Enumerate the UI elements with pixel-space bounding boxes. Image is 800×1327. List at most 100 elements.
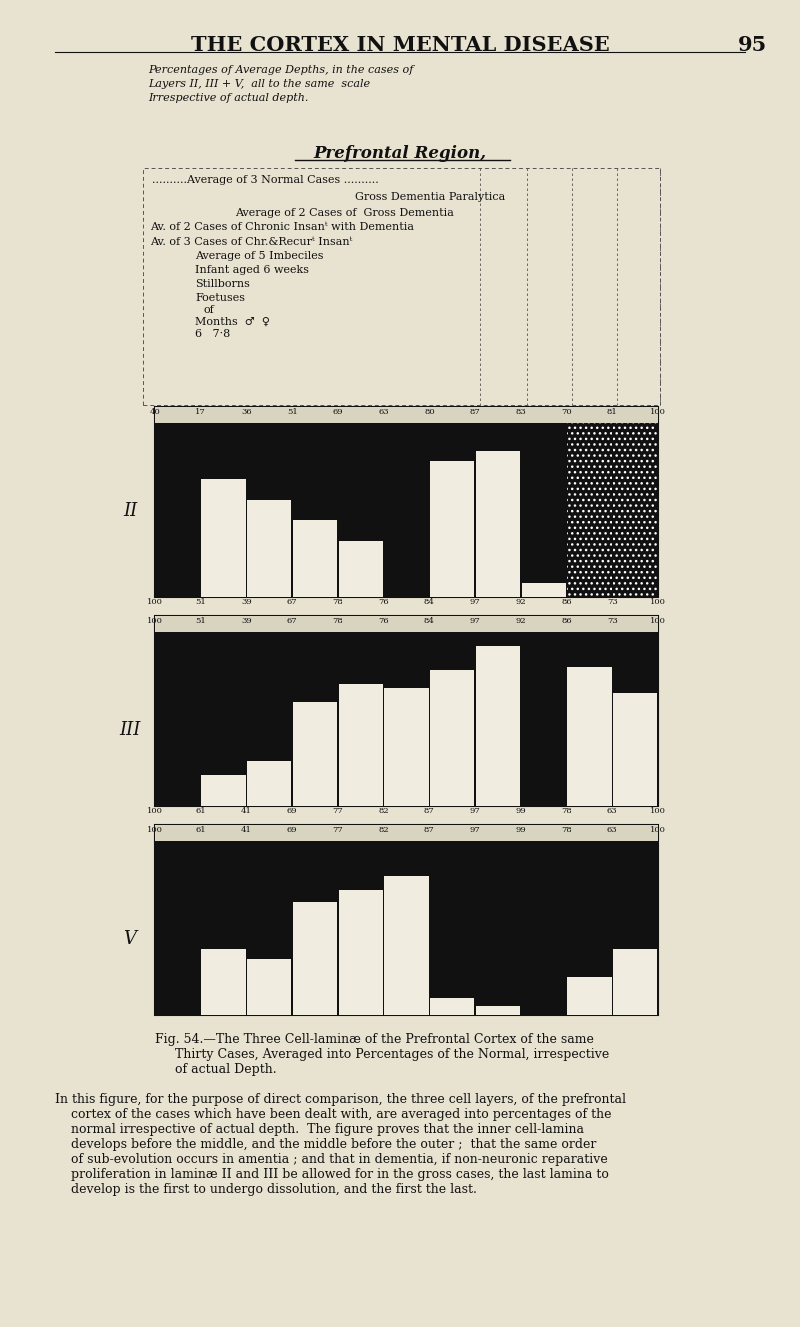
Bar — [430, 998, 474, 1015]
Text: 69: 69 — [287, 807, 298, 815]
Text: Foetuses: Foetuses — [195, 293, 245, 303]
Bar — [202, 479, 246, 597]
Text: 73: 73 — [607, 617, 618, 625]
Text: Prefrontal Region,: Prefrontal Region, — [314, 145, 486, 162]
Text: 100: 100 — [650, 807, 666, 815]
Text: of: of — [203, 305, 214, 314]
Bar — [155, 616, 658, 632]
Text: II: II — [123, 503, 137, 520]
Text: 77: 77 — [333, 807, 343, 815]
Text: 97: 97 — [470, 825, 481, 833]
Text: develops before the middle, and the middle before the outer ;  that the same ord: develops before the middle, and the midd… — [55, 1139, 596, 1151]
Bar — [155, 825, 658, 1015]
Text: 83: 83 — [515, 407, 526, 415]
Bar — [338, 889, 383, 1015]
Text: 84: 84 — [424, 617, 435, 625]
Text: 100: 100 — [650, 407, 666, 415]
Text: normal irrespective of actual depth.  The figure proves that the inner cell-lami: normal irrespective of actual depth. The… — [55, 1123, 584, 1136]
Text: proliferation in laminæ II and III be allowed for in the gross cases, the last l: proliferation in laminæ II and III be al… — [55, 1168, 609, 1181]
Text: 73: 73 — [607, 598, 618, 606]
Text: 92: 92 — [515, 598, 526, 606]
Text: Average of 5 Imbeciles: Average of 5 Imbeciles — [195, 251, 323, 261]
Bar — [338, 685, 383, 805]
Bar — [293, 702, 337, 805]
Text: Stillborns: Stillborns — [195, 279, 250, 289]
Bar — [293, 902, 337, 1015]
Text: 63: 63 — [607, 807, 618, 815]
Text: 87: 87 — [424, 825, 434, 833]
Bar — [476, 1006, 520, 1015]
Text: 78: 78 — [561, 807, 572, 815]
Text: 67: 67 — [287, 617, 298, 625]
Text: 76: 76 — [378, 598, 389, 606]
Text: Av. of 2 Cases of Chronic Insanᵗ with Dementia: Av. of 2 Cases of Chronic Insanᵗ with De… — [150, 222, 414, 232]
Bar — [155, 825, 658, 841]
Text: 97: 97 — [470, 598, 481, 606]
Text: 51: 51 — [287, 407, 298, 415]
Bar — [476, 646, 520, 805]
Text: Months  ♂  ♀: Months ♂ ♀ — [195, 317, 270, 326]
Text: 78: 78 — [561, 825, 572, 833]
Text: 99: 99 — [515, 807, 526, 815]
Text: 82: 82 — [378, 807, 389, 815]
Text: 36: 36 — [241, 407, 252, 415]
Text: 67: 67 — [287, 598, 298, 606]
Text: 78: 78 — [333, 598, 343, 606]
Bar — [567, 423, 611, 597]
Bar — [143, 169, 660, 405]
Text: Av. of 3 Cases of Chr.&Recurᵗ Insanᵗ: Av. of 3 Cases of Chr.&Recurᵗ Insanᵗ — [150, 238, 352, 247]
Text: 92: 92 — [515, 617, 526, 625]
Text: 95: 95 — [738, 35, 767, 54]
Text: 77: 77 — [333, 825, 343, 833]
Bar — [476, 451, 520, 597]
Bar — [613, 423, 658, 597]
Text: ..........Average of 3 Normal Cases ..........: ..........Average of 3 Normal Cases ....… — [152, 175, 378, 184]
Text: 100: 100 — [147, 617, 163, 625]
Text: Layers II, III + V,  all to the same  scale: Layers II, III + V, all to the same scal… — [148, 80, 370, 89]
Bar — [567, 977, 611, 1015]
Bar — [155, 407, 658, 597]
Bar — [430, 462, 474, 597]
Bar — [613, 693, 658, 805]
Text: 41: 41 — [241, 807, 252, 815]
Bar — [522, 583, 566, 597]
Text: 17: 17 — [195, 407, 206, 415]
Bar — [430, 670, 474, 805]
Text: V: V — [123, 930, 137, 947]
Text: 100: 100 — [650, 825, 666, 833]
Bar — [155, 616, 658, 805]
Text: Percentages of Average Depths, in the cases of: Percentages of Average Depths, in the ca… — [148, 65, 414, 76]
Bar — [613, 949, 658, 1015]
Text: of sub-evolution occurs in amentia ; and that in dementia, if non-neuronic repar: of sub-evolution occurs in amentia ; and… — [55, 1153, 608, 1166]
Text: THE CORTEX IN MENTAL DISEASE: THE CORTEX IN MENTAL DISEASE — [190, 35, 610, 54]
Text: 61: 61 — [195, 825, 206, 833]
Text: 97: 97 — [470, 807, 481, 815]
Text: 86: 86 — [562, 598, 572, 606]
Bar — [202, 949, 246, 1015]
Text: 100: 100 — [147, 825, 163, 833]
Bar — [567, 423, 611, 597]
Bar — [247, 499, 291, 597]
Text: 84: 84 — [424, 598, 435, 606]
Bar — [384, 876, 429, 1015]
Bar — [202, 775, 246, 805]
Bar — [247, 959, 291, 1015]
Text: develop is the first to undergo dissolution, and the first the last.: develop is the first to undergo dissolut… — [55, 1182, 477, 1196]
Text: 81: 81 — [607, 407, 618, 415]
Text: cortex of the cases which have been dealt with, are averaged into percentages of: cortex of the cases which have been deal… — [55, 1108, 611, 1121]
Text: Gross Dementia Paralytica: Gross Dementia Paralytica — [355, 192, 506, 202]
Text: 97: 97 — [470, 617, 481, 625]
Text: 100: 100 — [650, 598, 666, 606]
Text: 40: 40 — [150, 407, 160, 415]
Bar — [155, 407, 658, 423]
Text: 70: 70 — [562, 407, 572, 415]
Text: 100: 100 — [147, 807, 163, 815]
Text: 39: 39 — [241, 598, 252, 606]
Text: 6   7·8: 6 7·8 — [195, 329, 230, 338]
Text: 51: 51 — [195, 598, 206, 606]
Text: 76: 76 — [378, 617, 389, 625]
Bar — [293, 520, 337, 597]
Text: 39: 39 — [241, 617, 252, 625]
Bar — [247, 760, 291, 805]
Text: 86: 86 — [562, 617, 572, 625]
